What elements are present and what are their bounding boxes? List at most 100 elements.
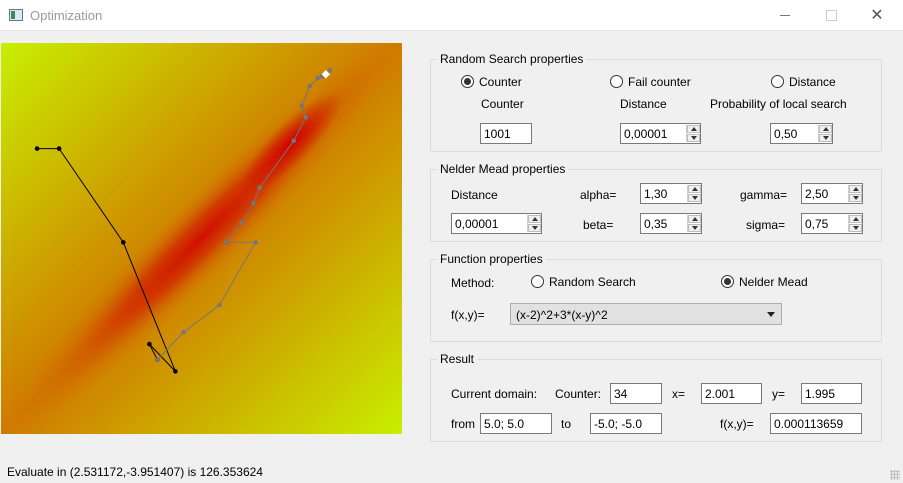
path-early-point xyxy=(147,341,152,347)
nm-distance-label: Distance xyxy=(451,188,498,202)
result-y-field[interactable]: 1.995 xyxy=(801,383,862,404)
counter-radio-label[interactable]: Counter xyxy=(479,75,522,89)
result-f-field[interactable]: 0.000113659 xyxy=(770,413,862,434)
gamma-spinbox[interactable]: 2,50 xyxy=(801,183,863,204)
beta-down-arrow-icon[interactable] xyxy=(688,224,701,232)
fail-counter-radio[interactable] xyxy=(610,75,623,88)
alpha-label: alpha= xyxy=(580,188,617,202)
alpha-down-arrow-icon[interactable] xyxy=(688,194,701,202)
distance-radio[interactable] xyxy=(771,75,784,88)
result-y-label: y= xyxy=(772,387,786,401)
rs-counter-input[interactable]: 1001 xyxy=(480,123,532,144)
beta-up-arrow-icon[interactable] xyxy=(688,215,701,223)
nelder-mead-title: Nelder Mead properties xyxy=(437,162,569,176)
function-properties-title: Function properties xyxy=(437,252,546,266)
path-early-point xyxy=(173,369,178,374)
app-icon xyxy=(9,9,23,21)
fail-counter-radio-label[interactable]: Fail counter xyxy=(628,75,691,89)
resize-grip-icon[interactable] xyxy=(890,470,900,480)
gamma-value: 2,50 xyxy=(805,187,829,201)
prob-up-arrow-icon[interactable] xyxy=(819,125,832,133)
alpha-value: 1,30 xyxy=(644,187,668,201)
sigma-up-arrow-icon[interactable] xyxy=(849,215,862,223)
path-late-point xyxy=(251,201,256,206)
gamma-label: gamma= xyxy=(740,188,788,202)
result-counter-field[interactable]: 34 xyxy=(610,383,662,404)
close-button[interactable]: ✕ xyxy=(870,7,884,24)
result-counter-label: Counter: xyxy=(555,387,602,401)
path-late-point xyxy=(291,138,297,144)
from-label: from xyxy=(451,417,475,431)
method-nelder-mead-label[interactable]: Nelder Mead xyxy=(739,275,808,289)
gamma-up-arrow-icon[interactable] xyxy=(849,185,862,193)
fxy-label: f(x,y)= xyxy=(451,308,485,322)
path-late-point xyxy=(257,185,262,190)
path-end-marker xyxy=(321,70,331,79)
prob-local-search-label: Probability of local search xyxy=(710,97,847,111)
result-x-label: x= xyxy=(672,387,686,401)
chevron-down-icon[interactable] xyxy=(767,312,775,317)
distance-radio-label[interactable]: Distance xyxy=(789,75,836,89)
sigma-down-arrow-icon[interactable] xyxy=(849,224,862,232)
path-late-point xyxy=(239,220,244,226)
function-select[interactable]: (x-2)^2+3*(x-y)^2 xyxy=(510,303,782,325)
path-late-point xyxy=(253,240,258,245)
maximize-button[interactable] xyxy=(808,0,854,31)
result-title: Result xyxy=(437,352,478,366)
to-field[interactable]: -5.0; -5.0 xyxy=(590,413,662,434)
path-early-point xyxy=(121,240,126,245)
nm-distance-down-arrow-icon[interactable] xyxy=(528,224,541,232)
function-select-value: (x-2)^2+3*(x-y)^2 xyxy=(516,308,608,322)
nm-distance-up-arrow-icon[interactable] xyxy=(528,215,541,223)
status-bar-text: Evaluate in (2.531172,-3.951407) is 126.… xyxy=(7,465,263,479)
prob-local-search-value: 0,50 xyxy=(774,127,798,141)
sigma-label: sigma= xyxy=(746,218,786,232)
to-label: to xyxy=(561,417,572,431)
rs-distance-spinbox[interactable]: 0,00001 xyxy=(620,123,701,144)
window-title: Optimization xyxy=(30,8,103,23)
from-field[interactable]: 5.0; 5.0 xyxy=(480,413,552,434)
rs-distance-label: Distance xyxy=(620,97,667,111)
prob-local-search-spinbox[interactable]: 0,50 xyxy=(770,123,833,144)
path-late-point xyxy=(307,83,313,89)
current-domain-label: Current domain: xyxy=(451,387,538,401)
sigma-spinbox[interactable]: 0,75 xyxy=(801,213,863,234)
result-x-field[interactable]: 2.001 xyxy=(701,383,762,404)
beta-spinbox[interactable]: 0,35 xyxy=(640,213,702,234)
path-late-point xyxy=(155,357,160,363)
heatmap-minimum-zone xyxy=(239,91,343,195)
path-late-point xyxy=(181,330,186,335)
beta-label: beta= xyxy=(583,218,614,232)
path-late-point xyxy=(223,240,228,245)
rs-distance-up-arrow-icon[interactable] xyxy=(687,125,700,133)
sigma-value: 0,75 xyxy=(805,217,829,231)
beta-value: 0,35 xyxy=(644,217,668,231)
path-early-point xyxy=(34,146,40,151)
random-search-group: Random Search properties xyxy=(430,52,882,152)
function-properties-group: Function properties xyxy=(430,252,882,342)
nelder-mead-group: Nelder Mead properties xyxy=(430,162,882,242)
function-heatmap[interactable] xyxy=(1,43,402,434)
path-late-point xyxy=(315,75,321,81)
path-early-point xyxy=(56,146,62,151)
method-nelder-mead-radio[interactable] xyxy=(721,275,734,288)
result-group: Result xyxy=(430,352,882,442)
rs-distance-value: 0,00001 xyxy=(624,127,668,141)
prob-down-arrow-icon[interactable] xyxy=(819,134,832,142)
nm-distance-spinbox[interactable]: 0,00001 xyxy=(451,213,542,234)
path-early-line xyxy=(37,148,176,372)
heatmap-svg[interactable] xyxy=(1,43,402,434)
random-search-title: Random Search properties xyxy=(437,52,587,66)
title-bar: Optimization ✕ xyxy=(0,0,903,31)
minimize-button[interactable] xyxy=(762,0,808,31)
alpha-spinbox[interactable]: 1,30 xyxy=(640,183,702,204)
gamma-down-arrow-icon[interactable] xyxy=(849,194,862,202)
method-random-search-label[interactable]: Random Search xyxy=(549,275,636,289)
counter-radio[interactable] xyxy=(461,75,474,88)
path-late-point xyxy=(299,103,305,108)
alpha-up-arrow-icon[interactable] xyxy=(688,185,701,193)
method-random-search-radio[interactable] xyxy=(531,275,544,288)
path-late-point xyxy=(217,302,222,308)
path-late-point xyxy=(327,68,333,73)
rs-distance-down-arrow-icon[interactable] xyxy=(687,134,700,142)
